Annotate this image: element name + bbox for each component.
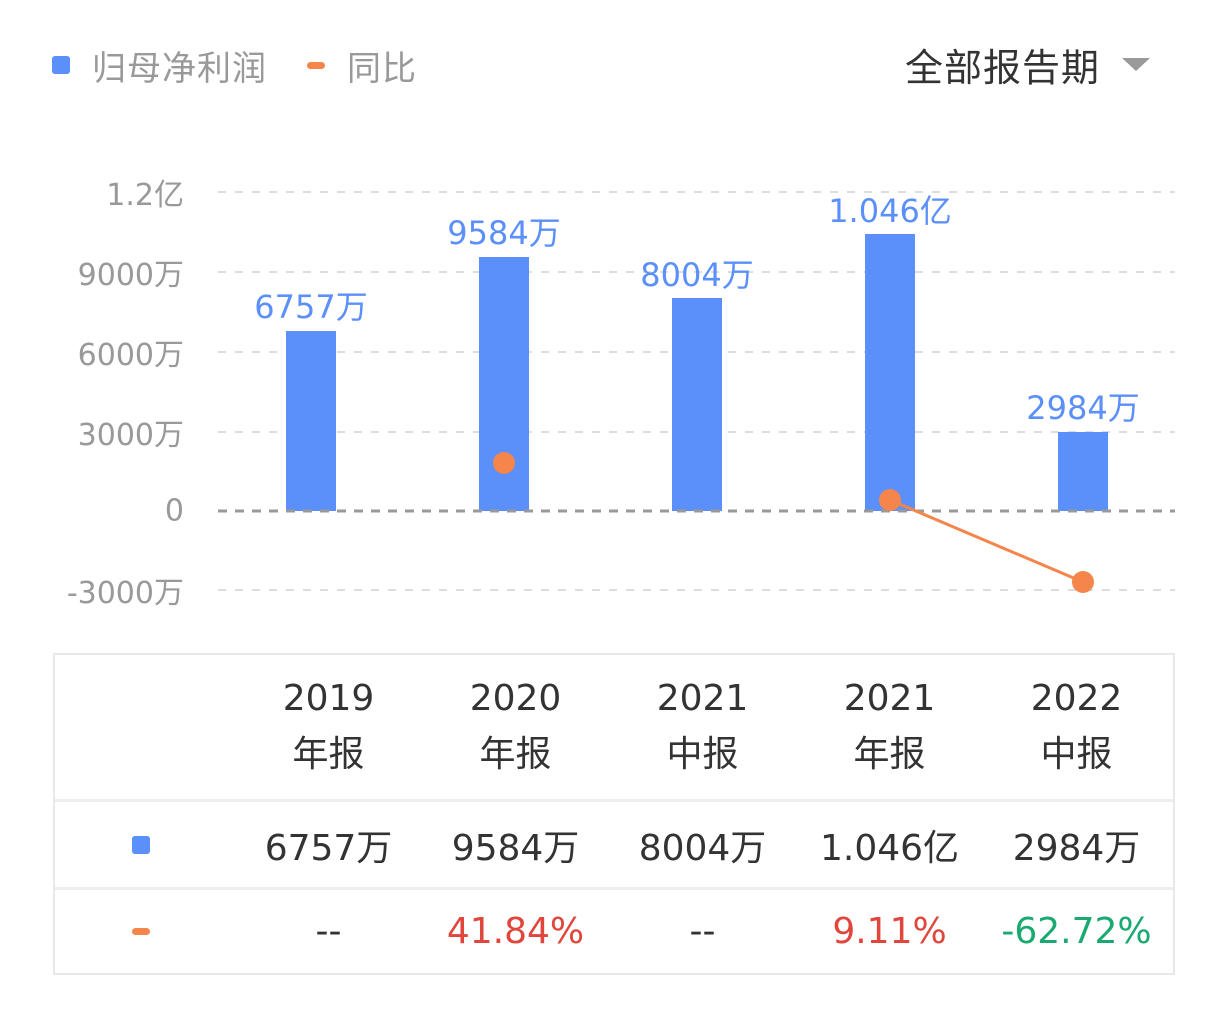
table-header-cell: 2022 中报 [983, 655, 1170, 799]
bar-value-label: 1.046亿 [828, 192, 952, 230]
legend-item-net-profit[interactable]: 归母净利润 [52, 41, 267, 90]
header-type: 中报 [1040, 734, 1113, 775]
table-cell: 6757万 [264, 827, 393, 869]
chart-legend: 归母净利润 同比 [52, 40, 457, 90]
yoy-line [889, 498, 1084, 584]
y-tick: 6000万 [77, 338, 184, 373]
table-row-yoy: -- 41.84% -- 9.11% -62.72% [55, 890, 1173, 973]
report-period-label: 全部报告期 [905, 45, 1101, 90]
yoy-point-2020-annual[interactable] [493, 452, 515, 474]
bar-value-label: 6757万 [254, 288, 368, 326]
bar-2022-interim[interactable] [1058, 432, 1108, 511]
chart-area: 1.2亿 9000万 6000万 3000万 0 -3000万 6757万 95… [0, 150, 1224, 640]
table-cell: 9584万 [451, 827, 580, 869]
y-tick: 9000万 [77, 258, 184, 293]
line-series-swatch-icon [132, 928, 150, 935]
table-header-cell: 2021 年报 [796, 655, 983, 799]
yoy-point-2022-interim[interactable] [1072, 571, 1094, 593]
table-cell: 9.11% [832, 911, 947, 952]
yoy-points [493, 452, 1094, 593]
header-year: 2021 [656, 678, 749, 719]
table-header-cell: 2020 年报 [422, 655, 609, 799]
header-type: 中报 [666, 734, 739, 775]
header-year: 2019 [282, 678, 375, 719]
chart-plot [218, 191, 1175, 593]
data-table: 2019 年报 2020 年报 2021 中报 2021 年报 2022 中报 … [53, 653, 1175, 975]
table-cell: -- [315, 911, 342, 952]
header-year: 2021 [843, 678, 936, 719]
y-tick: 3000万 [77, 418, 184, 453]
caret-down-icon [1122, 57, 1151, 71]
table-header-cell: 2019 年报 [235, 655, 422, 799]
table-header-cell: 2021 中报 [609, 655, 796, 799]
header-year: 2022 [1030, 678, 1123, 719]
table-cell: 2984万 [1012, 827, 1141, 869]
y-tick: 1.2亿 [106, 178, 184, 213]
table-header-row: 2019 年报 2020 年报 2021 中报 2021 年报 2022 中报 [55, 655, 1173, 802]
bar-value-label: 2984万 [1026, 389, 1140, 427]
header-year: 2020 [469, 678, 562, 719]
report-period-dropdown[interactable]: 全部报告期 [905, 38, 1151, 90]
legend-item-yoy[interactable]: 同比 [307, 41, 417, 90]
header-type: 年报 [479, 734, 552, 775]
bar-series-swatch-icon [132, 835, 150, 854]
yoy-point-2021-annual[interactable] [879, 489, 901, 511]
row-key [55, 802, 235, 887]
bar-2019-annual[interactable] [286, 331, 336, 511]
bar-value-label: 9584万 [447, 214, 561, 252]
bar-2021-interim[interactable] [672, 298, 722, 511]
row-key [55, 890, 235, 973]
bar-2021-annual[interactable] [865, 234, 915, 511]
bars [286, 234, 1108, 511]
legend-label: 同比 [347, 48, 417, 89]
table-cell: 1.046亿 [819, 827, 960, 869]
y-tick: -3000万 [66, 576, 184, 611]
bar-series-swatch-icon [52, 56, 70, 74]
table-row-net-profit: 6757万 9584万 8004万 1.046亿 2984万 [55, 802, 1173, 890]
header-type: 年报 [853, 734, 926, 775]
table-cell: -- [689, 911, 716, 952]
table-cell: -62.72% [1001, 911, 1152, 952]
header-type: 年报 [292, 734, 365, 775]
legend-label: 归母净利润 [92, 48, 267, 89]
bar-value-label: 8004万 [640, 256, 754, 294]
y-tick: 0 [164, 493, 184, 529]
table-corner [55, 655, 235, 799]
table-cell: 8004万 [638, 827, 767, 869]
line-series-swatch-icon [307, 61, 325, 69]
table-cell: 41.84% [446, 911, 585, 952]
